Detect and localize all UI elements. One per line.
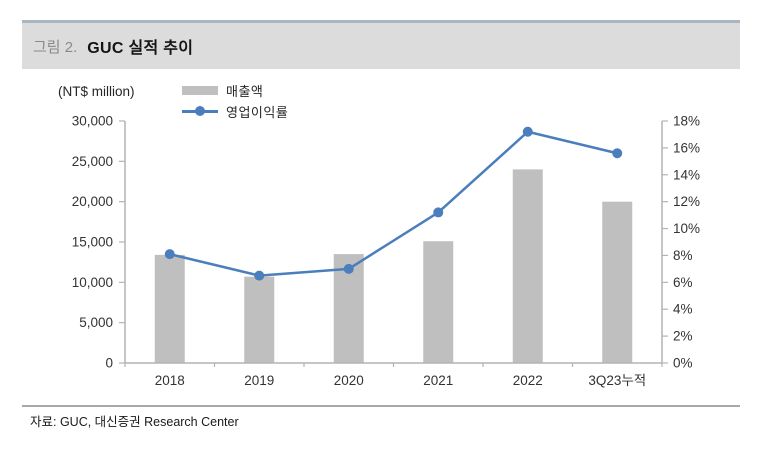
y-left-tick-label: 25,000 — [72, 154, 113, 169]
y-right-tick-label: 4% — [673, 302, 693, 317]
revenue-bar — [154, 254, 185, 363]
y-left-tick-label: 5,000 — [79, 315, 113, 330]
x-axis-label: 2021 — [423, 373, 453, 388]
margin-line — [169, 130, 618, 277]
x-axis-label: 2020 — [334, 373, 364, 388]
figure-title-bar: 그림 2. GUC 실적 추이 — [22, 20, 740, 69]
y-right-tick-label: 12% — [673, 194, 700, 209]
x-axis-label: 2022 — [513, 373, 543, 388]
source-note: 자료: GUC, 대신증권 Research Center — [30, 415, 239, 429]
margin-line-swatch — [182, 106, 218, 116]
y-right-tick-label: 18% — [673, 114, 700, 129]
y-left-tick-label: 15,000 — [72, 235, 113, 250]
y-right-tick-label: 8% — [673, 248, 693, 263]
margin-point — [612, 148, 623, 159]
margin-point — [522, 126, 533, 137]
y-right-tick-label: 10% — [673, 221, 700, 236]
legend-item-revenue: 매출액 — [182, 82, 288, 99]
y-right-tick-label: 0% — [673, 356, 693, 371]
margin-point — [164, 249, 175, 260]
revenue-bar-swatch — [182, 85, 218, 95]
x-axis-label: 2019 — [244, 373, 274, 388]
margin-line-swatch-dot — [195, 106, 205, 116]
margin-point — [254, 270, 265, 281]
revenue-bar — [423, 241, 454, 363]
y-right-tick-label: 2% — [673, 329, 693, 344]
y-left-tick-label: 0 — [105, 356, 113, 371]
chart-legend: 매출액 영업이익률 — [182, 82, 289, 120]
y-left-tick-label: 30,000 — [72, 114, 113, 129]
footer-divider — [22, 405, 740, 407]
figure-number-label: 그림 2. — [33, 38, 78, 56]
revenue-bar — [244, 276, 275, 363]
y-left-tick-label: 20,000 — [72, 194, 113, 209]
left-axis-unit-label: (NT$ million) — [58, 84, 135, 99]
margin-point — [343, 263, 354, 274]
y-left-tick-label: 10,000 — [72, 275, 113, 290]
x-axis-label: 2018 — [155, 373, 185, 388]
figure-title: GUC 실적 추이 — [87, 40, 194, 57]
y-right-tick-label: 14% — [673, 167, 700, 182]
y-right-tick-label: 6% — [673, 275, 693, 290]
revenue-bar — [512, 169, 543, 363]
legend-label-margin: 영업이익률 — [226, 104, 289, 120]
x-axis-label: 3Q23누적 — [588, 373, 646, 388]
y-right-tick-label: 16% — [673, 140, 700, 155]
margin-point — [433, 207, 444, 218]
legend-item-margin: 영업이익률 — [182, 103, 289, 120]
revenue-bar — [602, 201, 633, 363]
legend-label-revenue: 매출액 — [226, 83, 264, 99]
